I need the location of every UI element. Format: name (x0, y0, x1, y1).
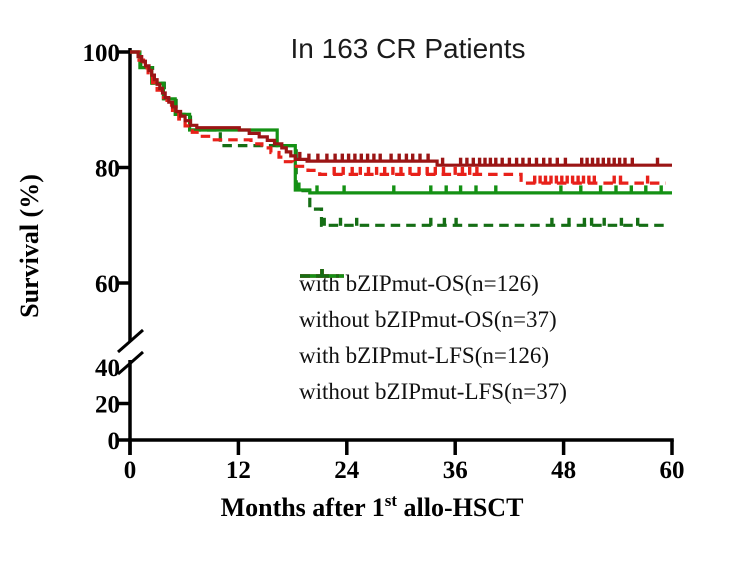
y-tick-label: 20 (95, 392, 120, 419)
x-tick-label: 60 (660, 457, 685, 484)
x-axis-label: Months after 1st allo-HSCT (221, 491, 524, 522)
x-tick-label: 0 (124, 457, 137, 484)
x-tick-label: 12 (226, 457, 251, 484)
x-axis-label-main: Months after 1 (221, 493, 385, 522)
x-axis-label-rest: allo-HSCT (397, 493, 523, 522)
axis-break-slash (117, 350, 144, 376)
y-tick-label: 100 (83, 40, 121, 67)
y-tick-label: 80 (95, 156, 120, 183)
axis-break-slash (117, 328, 144, 354)
x-tick-label: 36 (443, 457, 468, 484)
x-tick-label: 24 (334, 457, 360, 484)
legend-label: with bZIPmut-LFS(n=126) (299, 343, 550, 368)
legend-label: without bZIPmut-LFS(n=37) (299, 379, 567, 404)
legend-item: without bZIPmut-LFS(n=37) (299, 269, 567, 410)
legend-item: with bZIPmut-LFS(n=126) (299, 269, 567, 374)
y-tick-label: 40 (95, 355, 120, 382)
y-tick-label: 0 (108, 428, 121, 455)
survival-curve-2 (130, 50, 666, 185)
legend-swatch-dashed-darkgreen-icon (300, 269, 339, 278)
legend-item: without bZIPmut-OS(n=37) (299, 269, 567, 338)
survival-curve-3 (130, 50, 669, 227)
legend-label: without bZIPmut-OS(n=37) (299, 307, 557, 332)
x-tick-label: 48 (551, 457, 576, 484)
legend: with bZIPmut-OS(n=126) without bZIPmut-O… (299, 266, 567, 410)
x-axis-label-superscript: st (385, 491, 398, 510)
axes-and-curves: 60 80 100 0 20 40 0 12 24 36 48 60 (83, 40, 685, 484)
survival-curve-0 (130, 50, 672, 167)
chart-title: In 163 CR Patients (290, 33, 525, 64)
y-axis-label: Survival (%) (15, 174, 44, 318)
y-tick-label: 60 (95, 271, 120, 298)
